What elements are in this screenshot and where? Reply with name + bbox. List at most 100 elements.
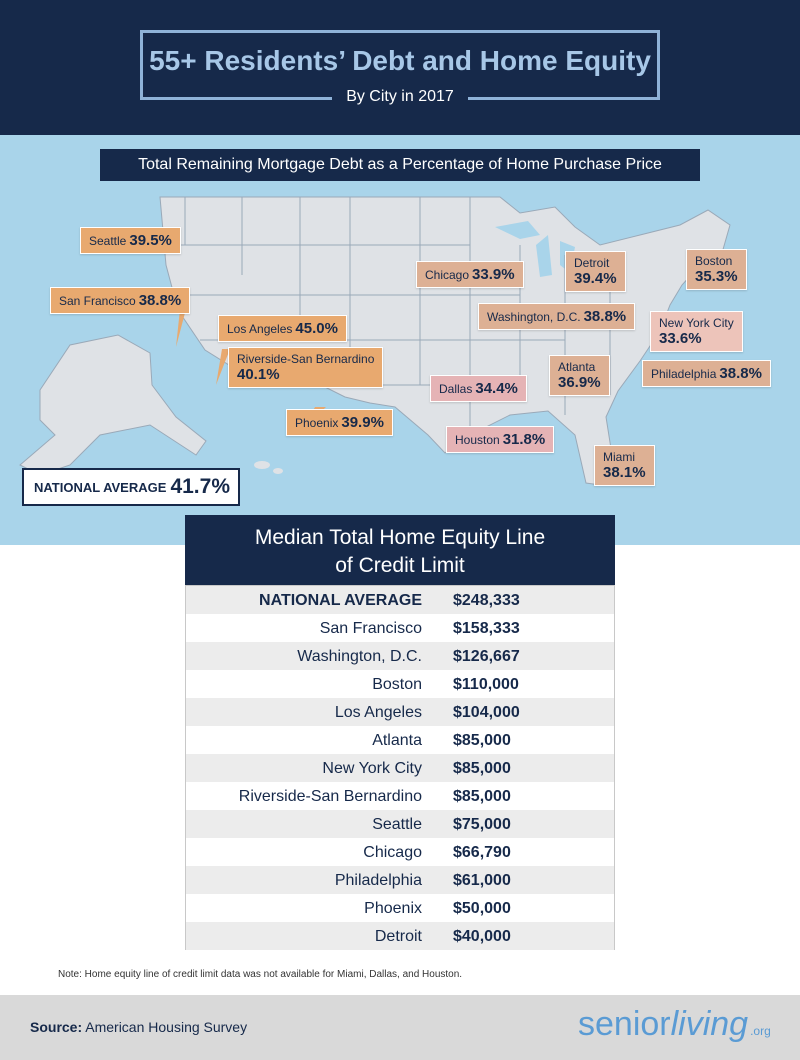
callout-value: 39.5% xyxy=(129,232,172,249)
row-city: Los Angeles xyxy=(334,704,422,721)
callout-seattle: Seattle 39.5% xyxy=(80,227,181,254)
row-city: NATIONAL AVERAGE xyxy=(259,592,422,609)
row-value: $85,000 xyxy=(453,788,511,805)
source-line: Source: American Housing Survey xyxy=(30,1019,247,1035)
row-city: Washington, D.C. xyxy=(297,648,422,665)
callout-city: Miami xyxy=(603,450,635,464)
callout-chicago: Chicago 33.9% xyxy=(416,261,524,288)
callout-dallas: Dallas 34.4% xyxy=(430,375,527,402)
callout-city: Chicago xyxy=(425,268,470,282)
callout-riverside-san-bernardino: Riverside-San Bernardino 40.1% xyxy=(228,347,384,388)
callout-value: 34.4% xyxy=(475,380,518,397)
callout-value: 40.1% xyxy=(237,366,280,383)
table-row: Los Angeles $104,000 xyxy=(186,698,614,726)
callout-value: 38.8% xyxy=(583,308,627,325)
callout-city: Riverside-San Bernardino xyxy=(237,352,375,366)
brand-suffix: .org xyxy=(750,1024,771,1038)
row-value: $66,790 xyxy=(453,844,511,861)
table-row: Phoenix $50,000 xyxy=(186,894,614,922)
table-row: Atlanta $85,000 xyxy=(186,726,614,754)
source-text: American Housing Survey xyxy=(85,1019,248,1035)
header-banner: 55+ Residents’ Debt and Home Equity By C… xyxy=(0,0,800,135)
row-value: $104,000 xyxy=(453,704,520,721)
callout-value: 39.9% xyxy=(341,414,384,431)
row-city: Chicago xyxy=(363,844,422,861)
callout-atlanta: Atlanta 36.9% xyxy=(549,355,610,396)
callout-city: Washington, D.C. xyxy=(487,310,581,324)
callout-value: 38.8% xyxy=(138,292,182,309)
row-value: $85,000 xyxy=(453,732,511,749)
brand-part1: senior xyxy=(578,1005,671,1043)
table-row: Boston $110,000 xyxy=(186,670,614,698)
callout-new-york-city: New York City 33.6% xyxy=(650,311,743,352)
row-value: $85,000 xyxy=(453,760,511,777)
row-value: $126,667 xyxy=(453,648,520,665)
callout-city: San Francisco xyxy=(59,294,136,308)
table-row: Riverside-San Bernardino $85,000 xyxy=(186,782,614,810)
callout-value: 31.8% xyxy=(502,431,546,448)
row-city: San Francisco xyxy=(319,620,422,637)
map-section: Total Remaining Mortgage Debt as a Perce… xyxy=(0,135,800,545)
row-value: $75,000 xyxy=(453,816,511,833)
brand-part2: living xyxy=(670,1005,749,1043)
row-value: $248,333 xyxy=(453,592,520,609)
alaska-shape xyxy=(19,334,207,476)
callout-los-angeles: Los Angeles 45.0% xyxy=(218,315,347,342)
callout-boston: Boston 35.3% xyxy=(686,249,747,290)
table-row: NATIONAL AVERAGE $248,333 xyxy=(186,586,614,614)
national-average-box: NATIONAL AVERAGE 41.7% xyxy=(22,468,240,506)
page-subtitle: By City in 2017 xyxy=(332,88,468,106)
callout-city: New York City xyxy=(659,316,734,330)
table-title-line2: of Credit Limit xyxy=(335,554,465,577)
great-lakes-shape xyxy=(495,221,610,285)
row-city: Detroit xyxy=(374,928,422,945)
callout-city: Los Angeles xyxy=(227,322,293,336)
callout-city: Atlanta xyxy=(558,360,596,374)
data-note: Note: Home equity line of credit limit d… xyxy=(58,969,463,980)
row-value: $40,000 xyxy=(453,928,511,945)
hawaii-shape-2 xyxy=(273,468,283,474)
callout-city: Detroit xyxy=(574,256,610,270)
callout-value: 38.1% xyxy=(603,464,646,481)
callout-city: Houston xyxy=(455,433,500,447)
table-row: Detroit $40,000 xyxy=(186,922,614,950)
seniorliving-logo[interactable]: seniorliving .org xyxy=(578,1005,771,1044)
table-row: Chicago $66,790 xyxy=(186,838,614,866)
callout-city: Seattle xyxy=(89,234,127,248)
table-title: Median Total Home Equity Line of Credit … xyxy=(185,515,615,585)
callout-value: 33.6% xyxy=(659,330,702,347)
row-city: Seattle xyxy=(372,816,422,833)
callout-houston: Houston 31.8% xyxy=(446,426,555,453)
row-city: New York City xyxy=(322,760,422,777)
row-city: Phoenix xyxy=(364,900,422,917)
row-value: $50,000 xyxy=(453,900,511,917)
row-city: Boston xyxy=(372,676,422,693)
callout-value: 33.9% xyxy=(472,266,515,283)
callout-value: 39.4% xyxy=(574,270,617,287)
row-city: Philadelphia xyxy=(334,872,422,889)
table-row: New York City $85,000 xyxy=(186,754,614,782)
callout-value: 38.8% xyxy=(719,365,762,382)
national-average-value: 41.7% xyxy=(170,475,230,498)
table-row: San Francisco $158,333 xyxy=(186,614,614,642)
callout-philadelphia: Philadelphia 38.8% xyxy=(642,360,771,387)
row-value: $110,000 xyxy=(453,676,519,693)
row-value: $158,333 xyxy=(453,620,520,637)
row-value: $61,000 xyxy=(453,872,511,889)
callout-city: Boston xyxy=(695,254,733,268)
table-row: Seattle $75,000 xyxy=(186,810,614,838)
callout-value: 45.0% xyxy=(295,320,338,337)
callout-washington-dc: Washington, D.C. 38.8% xyxy=(478,303,636,330)
callout-san-francisco: San Francisco 38.8% xyxy=(50,287,191,314)
table-row: Philadelphia $61,000 xyxy=(186,866,614,894)
map-title: Total Remaining Mortgage Debt as a Perce… xyxy=(100,149,700,181)
hawaii-shape xyxy=(254,461,270,469)
subtitle-wrap: By City in 2017 xyxy=(0,88,800,106)
callout-miami: Miami 38.1% xyxy=(594,445,655,486)
footer: Source: American Housing Survey seniorli… xyxy=(0,995,800,1060)
callout-city: Phoenix xyxy=(295,416,339,430)
table-title-line1: Median Total Home Equity Line xyxy=(254,526,546,549)
source-label: Source: xyxy=(30,1019,83,1035)
callout-city: Dallas xyxy=(439,382,473,396)
table-row: Washington, D.C. $126,667 xyxy=(186,642,614,670)
